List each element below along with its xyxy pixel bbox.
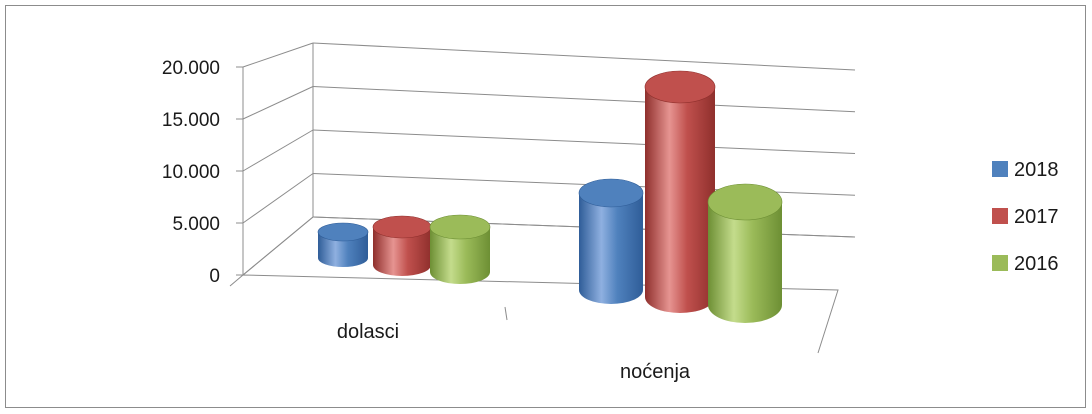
bar-noćenja-2017 — [644, 70, 716, 313]
gridline-side-4 — [242, 42, 314, 68]
legend-label: 2016 — [1014, 253, 1059, 275]
gridline-side-2 — [242, 129, 314, 172]
y-tick-label: 0 — [209, 266, 220, 287]
bar-dolasci-2016 — [429, 214, 491, 284]
category-label: dolasci — [337, 321, 399, 343]
legend-swatch — [992, 208, 1008, 224]
gridline-side-3 — [242, 86, 314, 120]
legend: 2018 2017 2016 — [992, 159, 1059, 275]
gridline-back-4 — [312, 42, 856, 71]
bar-body — [430, 227, 490, 284]
bar-top — [317, 222, 369, 242]
legend-swatch — [992, 255, 1008, 271]
bar-top — [372, 215, 432, 239]
bar-dolasci-2018 — [317, 222, 369, 267]
bar-body — [579, 193, 643, 304]
y-tick-label: 5.000 — [172, 214, 220, 235]
legend-item-2017: 2017 — [992, 206, 1059, 228]
bar-body — [318, 232, 368, 267]
bar-body — [373, 227, 431, 276]
legend-label: 2017 — [1014, 206, 1059, 228]
bar-dolasci-2017 — [372, 215, 432, 276]
y-tick-labels: 0 5.000 10.000 15.000 20.000 — [162, 58, 220, 287]
gridline-side-1 — [242, 173, 314, 224]
legend-label: 2018 — [1014, 159, 1059, 181]
bars — [317, 70, 783, 323]
category-label: noćenja — [620, 361, 691, 383]
bar-top — [644, 70, 716, 104]
chart-border — [5, 5, 1086, 408]
bar-top — [429, 214, 491, 240]
legend-item-2016: 2016 — [992, 253, 1059, 275]
y-tick-label: 15.000 — [162, 110, 220, 131]
bar-top — [707, 183, 783, 221]
category-labels: dolasci noćenja — [337, 321, 691, 383]
floor-outline — [229, 274, 839, 354]
bar-top — [578, 178, 644, 208]
legend-swatch — [992, 161, 1008, 177]
floor-side-edge — [242, 216, 314, 276]
legend-item-2018: 2018 — [992, 159, 1059, 181]
gridline-back-2 — [312, 129, 856, 154]
y-tick-label: 20.000 — [162, 58, 220, 79]
gridline-back-3 — [312, 86, 856, 113]
bar-noćenja-2016 — [707, 183, 783, 323]
y-tick-label: 10.000 — [162, 162, 220, 183]
bar-body — [645, 87, 715, 313]
bar-body — [708, 202, 782, 323]
category-divider-tick — [504, 306, 508, 321]
bar-noćenja-2018 — [578, 178, 644, 304]
